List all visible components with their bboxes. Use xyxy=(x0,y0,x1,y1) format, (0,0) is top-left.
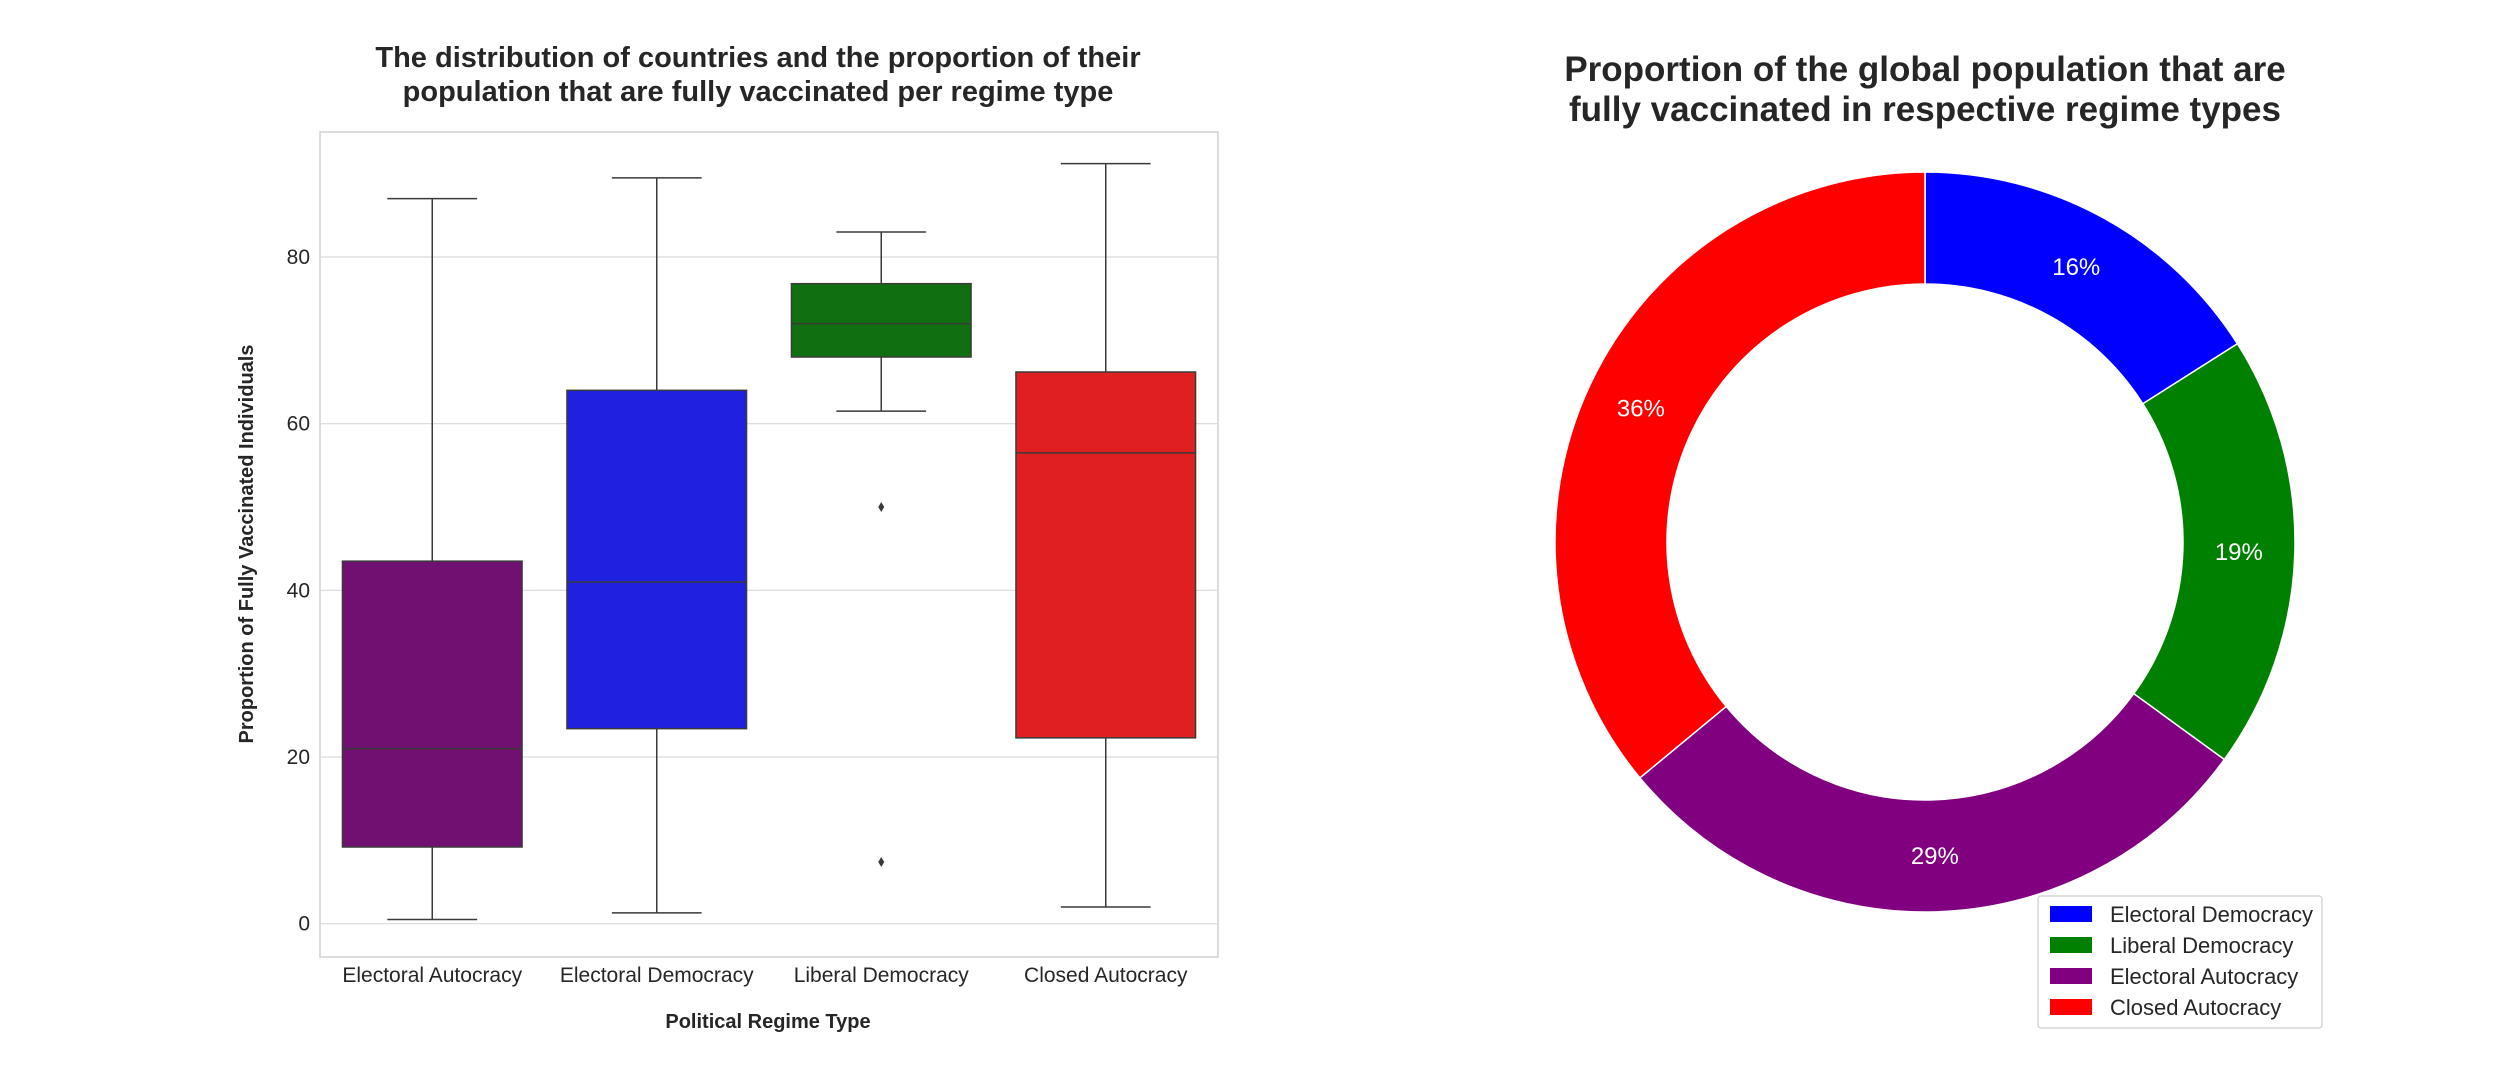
boxplot-x-axis-label: Political Regime Type xyxy=(665,1011,870,1033)
boxplot-y-tick-labels: 0 20 40 60 80 xyxy=(287,246,310,936)
x-tick-label: Electoral Autocracy xyxy=(342,964,522,987)
y-tick-label: 60 xyxy=(287,413,310,436)
y-tick-label: 0 xyxy=(298,913,310,936)
boxplot-boxes xyxy=(341,162,1197,921)
iqr-box xyxy=(341,560,523,848)
slice-closed-autocracy xyxy=(1554,171,1926,779)
slice-value-label: 29% xyxy=(1911,843,1959,870)
legend-label: Electoral Democracy xyxy=(2110,902,2313,927)
legend-swatch xyxy=(2050,999,2092,1015)
donut-legend: Electoral Democracy Liberal Democracy Elec… xyxy=(2037,895,2323,1029)
legend-swatch xyxy=(2050,937,2092,953)
box-electoral-autocracy xyxy=(341,197,523,921)
iqr-box xyxy=(1015,371,1197,739)
donut-title-line-1: Proportion of the global population that… xyxy=(1564,50,2285,89)
donut-title-line-2: fully vaccinated in respective regime ty… xyxy=(1569,90,2281,129)
slice-value-label: 36% xyxy=(1617,395,1665,422)
box-electoral-democracy xyxy=(566,177,748,914)
box-liberal-democracy xyxy=(790,231,972,867)
legend-label: Closed Autocracy xyxy=(2110,995,2281,1020)
boxplot-title-line-1: The distribution of countries and the pr… xyxy=(375,42,1140,74)
legend-label: Liberal Democracy xyxy=(2110,933,2293,958)
legend-items: Electoral Democracy Liberal Democracy Elec… xyxy=(2050,902,2313,1020)
donut-value-labels: 16% 19% 29% 36% xyxy=(1617,254,2263,870)
iqr-box xyxy=(566,389,748,730)
legend-frame xyxy=(2037,895,2323,1029)
boxplot-title-line-2: population that are fully vaccinated per… xyxy=(403,76,1114,108)
legend-swatch xyxy=(2050,968,2092,984)
x-tick-label: Liberal Democracy xyxy=(794,964,970,987)
legend-label: Electoral Autocracy xyxy=(2110,964,2298,989)
slice-electoral-democracy xyxy=(1924,171,2239,405)
y-tick-label: 80 xyxy=(287,246,310,269)
box-closed-autocracy xyxy=(1015,162,1197,908)
outlier-point xyxy=(878,502,885,512)
y-tick-label: 40 xyxy=(287,579,310,602)
boxplot-y-axis-label: Proportion of Fully Vaccinated Individua… xyxy=(236,345,258,744)
x-tick-label: Electoral Democracy xyxy=(560,964,754,987)
boxplot-x-tick-labels: Electoral Autocracy Electoral Democracy Li… xyxy=(342,964,1188,987)
y-tick-label: 20 xyxy=(287,746,310,769)
iqr-box xyxy=(790,282,972,358)
donut-chart: Proportion of the global population that… xyxy=(1554,50,2296,913)
donut-slices xyxy=(1554,171,2296,913)
x-tick-label: Closed Autocracy xyxy=(1024,964,1188,987)
outlier-point xyxy=(878,857,885,867)
legend-swatch xyxy=(2050,906,2092,922)
slice-electoral-autocracy xyxy=(1638,692,2226,913)
slice-value-label: 16% xyxy=(2052,254,2100,281)
slice-value-label: 19% xyxy=(2215,539,2263,566)
boxplot-chart: The distribution of countries and the pr… xyxy=(236,42,1219,1033)
